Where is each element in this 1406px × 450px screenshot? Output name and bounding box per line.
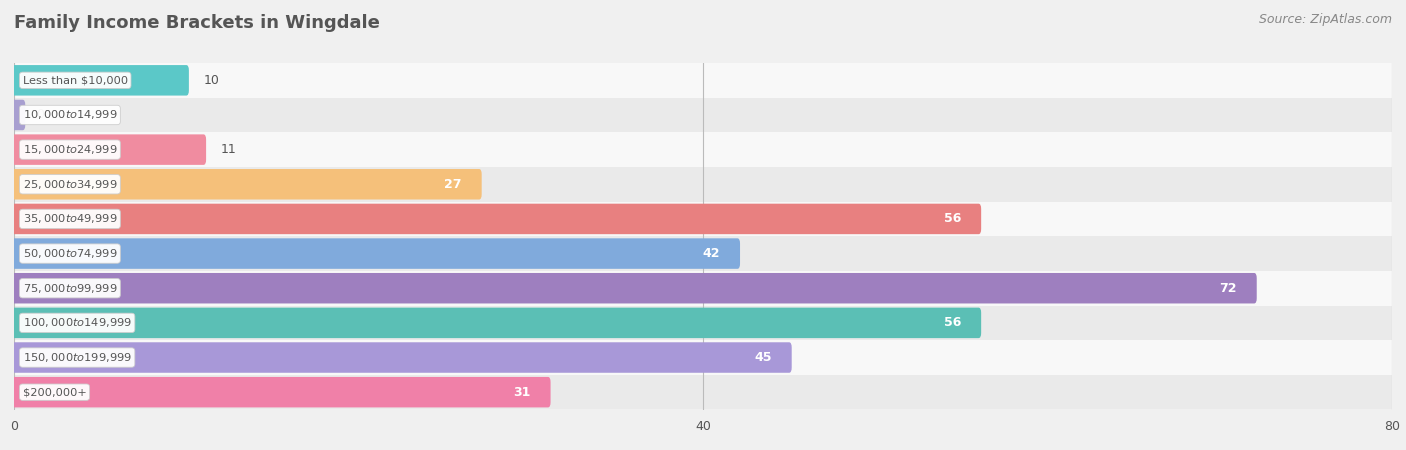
FancyBboxPatch shape: [11, 100, 25, 130]
Bar: [14, 132, 1392, 167]
FancyBboxPatch shape: [11, 238, 740, 269]
FancyBboxPatch shape: [11, 135, 207, 165]
Text: 45: 45: [755, 351, 772, 364]
Text: $35,000 to $49,999: $35,000 to $49,999: [22, 212, 117, 225]
Text: Less than $10,000: Less than $10,000: [22, 75, 128, 86]
Text: 56: 56: [943, 212, 962, 225]
Text: $75,000 to $99,999: $75,000 to $99,999: [22, 282, 117, 295]
Bar: [14, 236, 1392, 271]
Text: $25,000 to $34,999: $25,000 to $34,999: [22, 178, 117, 191]
Text: $10,000 to $14,999: $10,000 to $14,999: [22, 108, 117, 122]
Text: 11: 11: [221, 143, 236, 156]
FancyBboxPatch shape: [11, 204, 981, 234]
Text: $15,000 to $24,999: $15,000 to $24,999: [22, 143, 117, 156]
FancyBboxPatch shape: [11, 169, 482, 199]
Text: $50,000 to $74,999: $50,000 to $74,999: [22, 247, 117, 260]
Bar: [14, 271, 1392, 306]
Text: 31: 31: [513, 386, 531, 399]
Bar: [14, 167, 1392, 202]
FancyBboxPatch shape: [11, 377, 551, 407]
Bar: [14, 306, 1392, 340]
FancyBboxPatch shape: [11, 308, 981, 338]
Text: $200,000+: $200,000+: [22, 387, 86, 397]
Text: 72: 72: [1219, 282, 1237, 295]
Bar: [14, 202, 1392, 236]
Text: $100,000 to $149,999: $100,000 to $149,999: [22, 316, 132, 329]
Text: 56: 56: [943, 316, 962, 329]
Text: Family Income Brackets in Wingdale: Family Income Brackets in Wingdale: [14, 14, 380, 32]
FancyBboxPatch shape: [11, 342, 792, 373]
Bar: [14, 375, 1392, 410]
Bar: [14, 98, 1392, 132]
Bar: [14, 340, 1392, 375]
Text: 0: 0: [37, 108, 45, 122]
FancyBboxPatch shape: [11, 273, 1257, 303]
Text: $150,000 to $199,999: $150,000 to $199,999: [22, 351, 132, 364]
Text: 27: 27: [444, 178, 463, 191]
Text: Source: ZipAtlas.com: Source: ZipAtlas.com: [1258, 14, 1392, 27]
Text: 10: 10: [204, 74, 219, 87]
Text: 42: 42: [703, 247, 720, 260]
FancyBboxPatch shape: [11, 65, 188, 95]
Bar: [14, 63, 1392, 98]
